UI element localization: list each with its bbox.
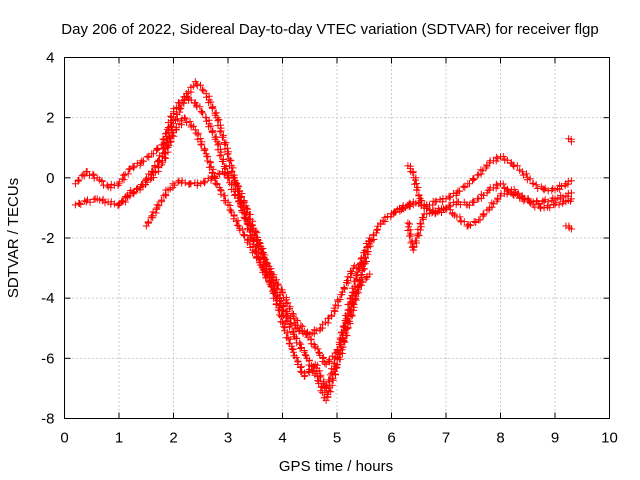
y-tick-label: 2 <box>46 110 54 127</box>
y-tick-label: -2 <box>41 230 54 247</box>
chart-title: Day 206 of 2022, Sidereal Day-to-day VTE… <box>61 21 598 38</box>
x-tick-label: 6 <box>387 430 395 447</box>
series-marks <box>142 168 368 338</box>
series-track-a <box>71 78 417 404</box>
x-tick-label: 9 <box>551 430 559 447</box>
y-tick-label: -4 <box>41 290 54 307</box>
x-tick-label: 7 <box>442 430 450 447</box>
series-marks <box>115 114 374 392</box>
x-tick-label: 10 <box>601 430 618 447</box>
x-tick-labels: 0 1 2 3 4 5 6 7 8 9 10 <box>60 430 618 447</box>
y-tick-label: 4 <box>46 50 54 67</box>
x-tick-label: 1 <box>115 430 123 447</box>
series-marks <box>404 186 575 254</box>
series-marks <box>388 180 575 218</box>
series-marks <box>565 135 575 146</box>
x-tick-label: 3 <box>224 430 232 447</box>
series-track-i <box>562 222 575 233</box>
data-marks <box>71 78 575 404</box>
series-track-h <box>565 135 575 146</box>
series-marks <box>71 78 417 404</box>
x-tick-label: 8 <box>496 430 504 447</box>
y-tick-label: -8 <box>41 411 54 428</box>
y-tick-labels: -8 -6 -4 -2 0 2 4 <box>41 50 54 428</box>
series-marks <box>562 222 575 233</box>
plot-frame <box>64 57 610 419</box>
y-tick-label: 0 <box>46 170 54 187</box>
x-tick-label: 4 <box>278 430 286 447</box>
y-axis-label: SDTVAR / TECUs <box>5 178 22 298</box>
series-track-d <box>115 114 374 392</box>
series-track-f <box>404 186 575 254</box>
x-tick-label: 2 <box>169 430 177 447</box>
series-track-g <box>388 180 575 218</box>
x-axis-label: GPS time / hours <box>279 458 393 475</box>
x-tick-label: 0 <box>60 430 68 447</box>
series-track-c <box>142 168 368 338</box>
y-tick-label: -6 <box>41 350 54 367</box>
x-tick-label: 5 <box>333 430 341 447</box>
